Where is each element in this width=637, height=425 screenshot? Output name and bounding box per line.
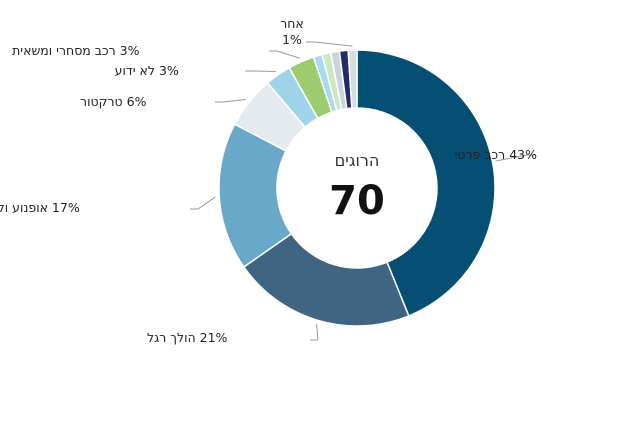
slice-label-2: 17% אופנוע וקטנוע bbox=[0, 200, 80, 215]
slice-label-4: 3% לא ידוע bbox=[115, 63, 179, 78]
center-title: הרוגים bbox=[335, 151, 380, 170]
slice-10 bbox=[347, 49, 358, 109]
slice-label-0: 43% רכב פרטי bbox=[455, 147, 538, 162]
leader-line-1 bbox=[310, 324, 319, 341]
chart-leader-lines bbox=[190, 41, 535, 341]
chart-labels: 43% רכב פרטי 21% הולך רגל 17% אופנוע וקטנו… bbox=[0, 16, 537, 345]
slice-0 bbox=[356, 49, 496, 317]
leader-line-4 bbox=[245, 70, 276, 73]
leader-line-3 bbox=[215, 98, 247, 103]
center-value: 70 bbox=[329, 178, 385, 224]
slice-label-10: אחר 1% bbox=[280, 16, 304, 47]
slice-label-5: 3% רכב מסחרי ומשאית bbox=[12, 43, 140, 58]
leader-line-2 bbox=[190, 196, 216, 210]
chart-slices bbox=[218, 49, 496, 327]
slice-label-1: 21% הולך רגל bbox=[147, 330, 228, 345]
leader-line-5 bbox=[269, 50, 300, 59]
leader-line-10 bbox=[306, 41, 353, 47]
slice-label-3: 6% טרקטור bbox=[80, 94, 147, 109]
leader-line-0 bbox=[496, 154, 535, 162]
